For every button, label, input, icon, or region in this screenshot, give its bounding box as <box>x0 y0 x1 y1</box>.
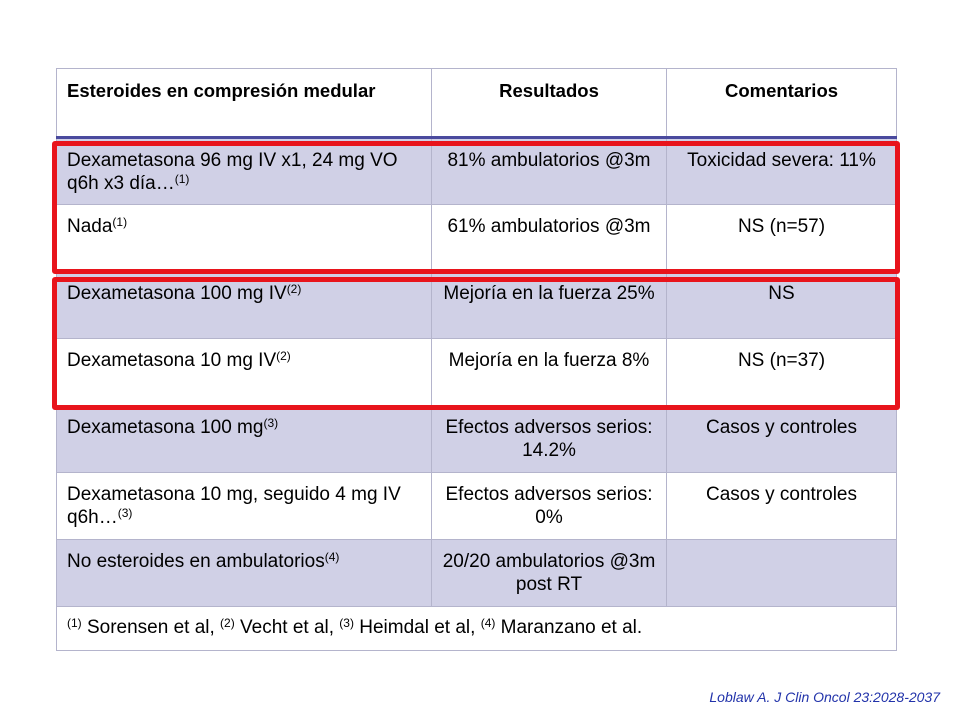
result-cell: 61% ambulatorios @3m <box>431 204 667 272</box>
table-row: Dexametasona 100 mg IV(2) Mejoría en la … <box>56 271 897 339</box>
footnote-ref: (2) <box>220 616 235 630</box>
footnote-text: Vecht et al, <box>234 617 340 638</box>
comment-cell: NS (n=37) <box>666 338 897 406</box>
reference-superscript: (1) <box>174 172 190 186</box>
footnote-text: Heimdal et al, <box>353 617 481 638</box>
result-cell: Mejoría en la fuerza 25% <box>431 271 667 339</box>
treatment-text: Dexametasona 100 mg <box>67 417 264 438</box>
comment-cell: Toxicidad severa: 11% <box>666 137 897 205</box>
result-cell: 20/20 ambulatorios @3m post RT <box>431 539 667 607</box>
reference-superscript: (3) <box>117 506 133 520</box>
table-row: Dexametasona 100 mg(3) Efectos adversos … <box>56 405 897 473</box>
footnote-ref: (1) <box>67 616 82 630</box>
treatment-cell: Nada(1) <box>56 204 432 272</box>
reference-superscript: (1) <box>112 215 128 229</box>
table-header-row: Esteroides en compresión medular Resulta… <box>56 68 897 139</box>
treatment-text: Dexametasona 100 mg IV <box>67 283 287 304</box>
footnote-row: (1) Sorensen et al, (2) Vecht et al, (3)… <box>56 606 897 651</box>
treatment-text: Nada <box>67 216 113 237</box>
comment-cell: Casos y controles <box>666 405 897 473</box>
reference-superscript: (2) <box>276 349 291 363</box>
comment-cell: NS (n=57) <box>666 204 897 272</box>
reference-superscript: (3) <box>263 416 279 430</box>
footnote-ref: (4) <box>480 616 496 630</box>
table-row: No esteroides en ambulatorios(4) 20/20 a… <box>56 539 897 607</box>
reference-superscript: (2) <box>286 282 302 296</box>
footnote-text: Maranzano et al. <box>495 617 643 638</box>
treatment-text: Dexametasona 10 mg, seguido 4 mg IV q6h… <box>67 484 401 528</box>
table-row: Dexametasona 96 mg IV x1, 24 mg VO q6h x… <box>56 137 897 205</box>
result-cell: Efectos adversos serios: 14.2% <box>431 405 667 473</box>
treatment-cell: No esteroides en ambulatorios(4) <box>56 539 432 607</box>
table-row: Dexametasona 10 mg IV(2) Mejoría en la f… <box>56 338 897 406</box>
header-results: Resultados <box>431 68 667 139</box>
treatment-cell: Dexametasona 10 mg IV(2) <box>56 338 432 406</box>
comment-cell: Casos y controles <box>666 472 897 540</box>
treatment-cell: Dexametasona 96 mg IV x1, 24 mg VO q6h x… <box>56 137 432 205</box>
table-row: Nada(1) 61% ambulatorios @3m NS (n=57) <box>56 204 897 272</box>
footnote-ref: (3) <box>339 616 354 630</box>
table-row: Dexametasona 10 mg, seguido 4 mg IV q6h…… <box>56 472 897 540</box>
comment-cell: NS <box>666 271 897 339</box>
result-cell: 81% ambulatorios @3m <box>431 137 667 205</box>
treatment-text: Dexametasona 96 mg IV x1, 24 mg VO q6h x… <box>67 150 398 194</box>
treatment-cell: Dexametasona 100 mg IV(2) <box>56 271 432 339</box>
header-comments: Comentarios <box>666 68 897 139</box>
result-cell: Mejoría en la fuerza 8% <box>431 338 667 406</box>
comment-cell <box>666 539 897 607</box>
treatment-text: Dexametasona 10 mg IV <box>67 350 277 371</box>
header-treatment: Esteroides en compresión medular <box>56 68 432 139</box>
treatment-cell: Dexametasona 100 mg(3) <box>56 405 432 473</box>
treatment-cell: Dexametasona 10 mg, seguido 4 mg IV q6h…… <box>56 472 432 540</box>
citation: Loblaw A. J Clin Oncol 23:2028-2037 <box>709 689 940 705</box>
steroids-table: Esteroides en compresión medular Resulta… <box>56 68 897 651</box>
reference-superscript: (4) <box>324 550 340 564</box>
footnote-cell: (1) Sorensen et al, (2) Vecht et al, (3)… <box>56 606 897 651</box>
result-cell: Efectos adversos serios: 0% <box>431 472 667 540</box>
treatment-text: No esteroides en ambulatorios <box>67 551 325 572</box>
footnote-text: Sorensen et al, <box>81 617 221 638</box>
